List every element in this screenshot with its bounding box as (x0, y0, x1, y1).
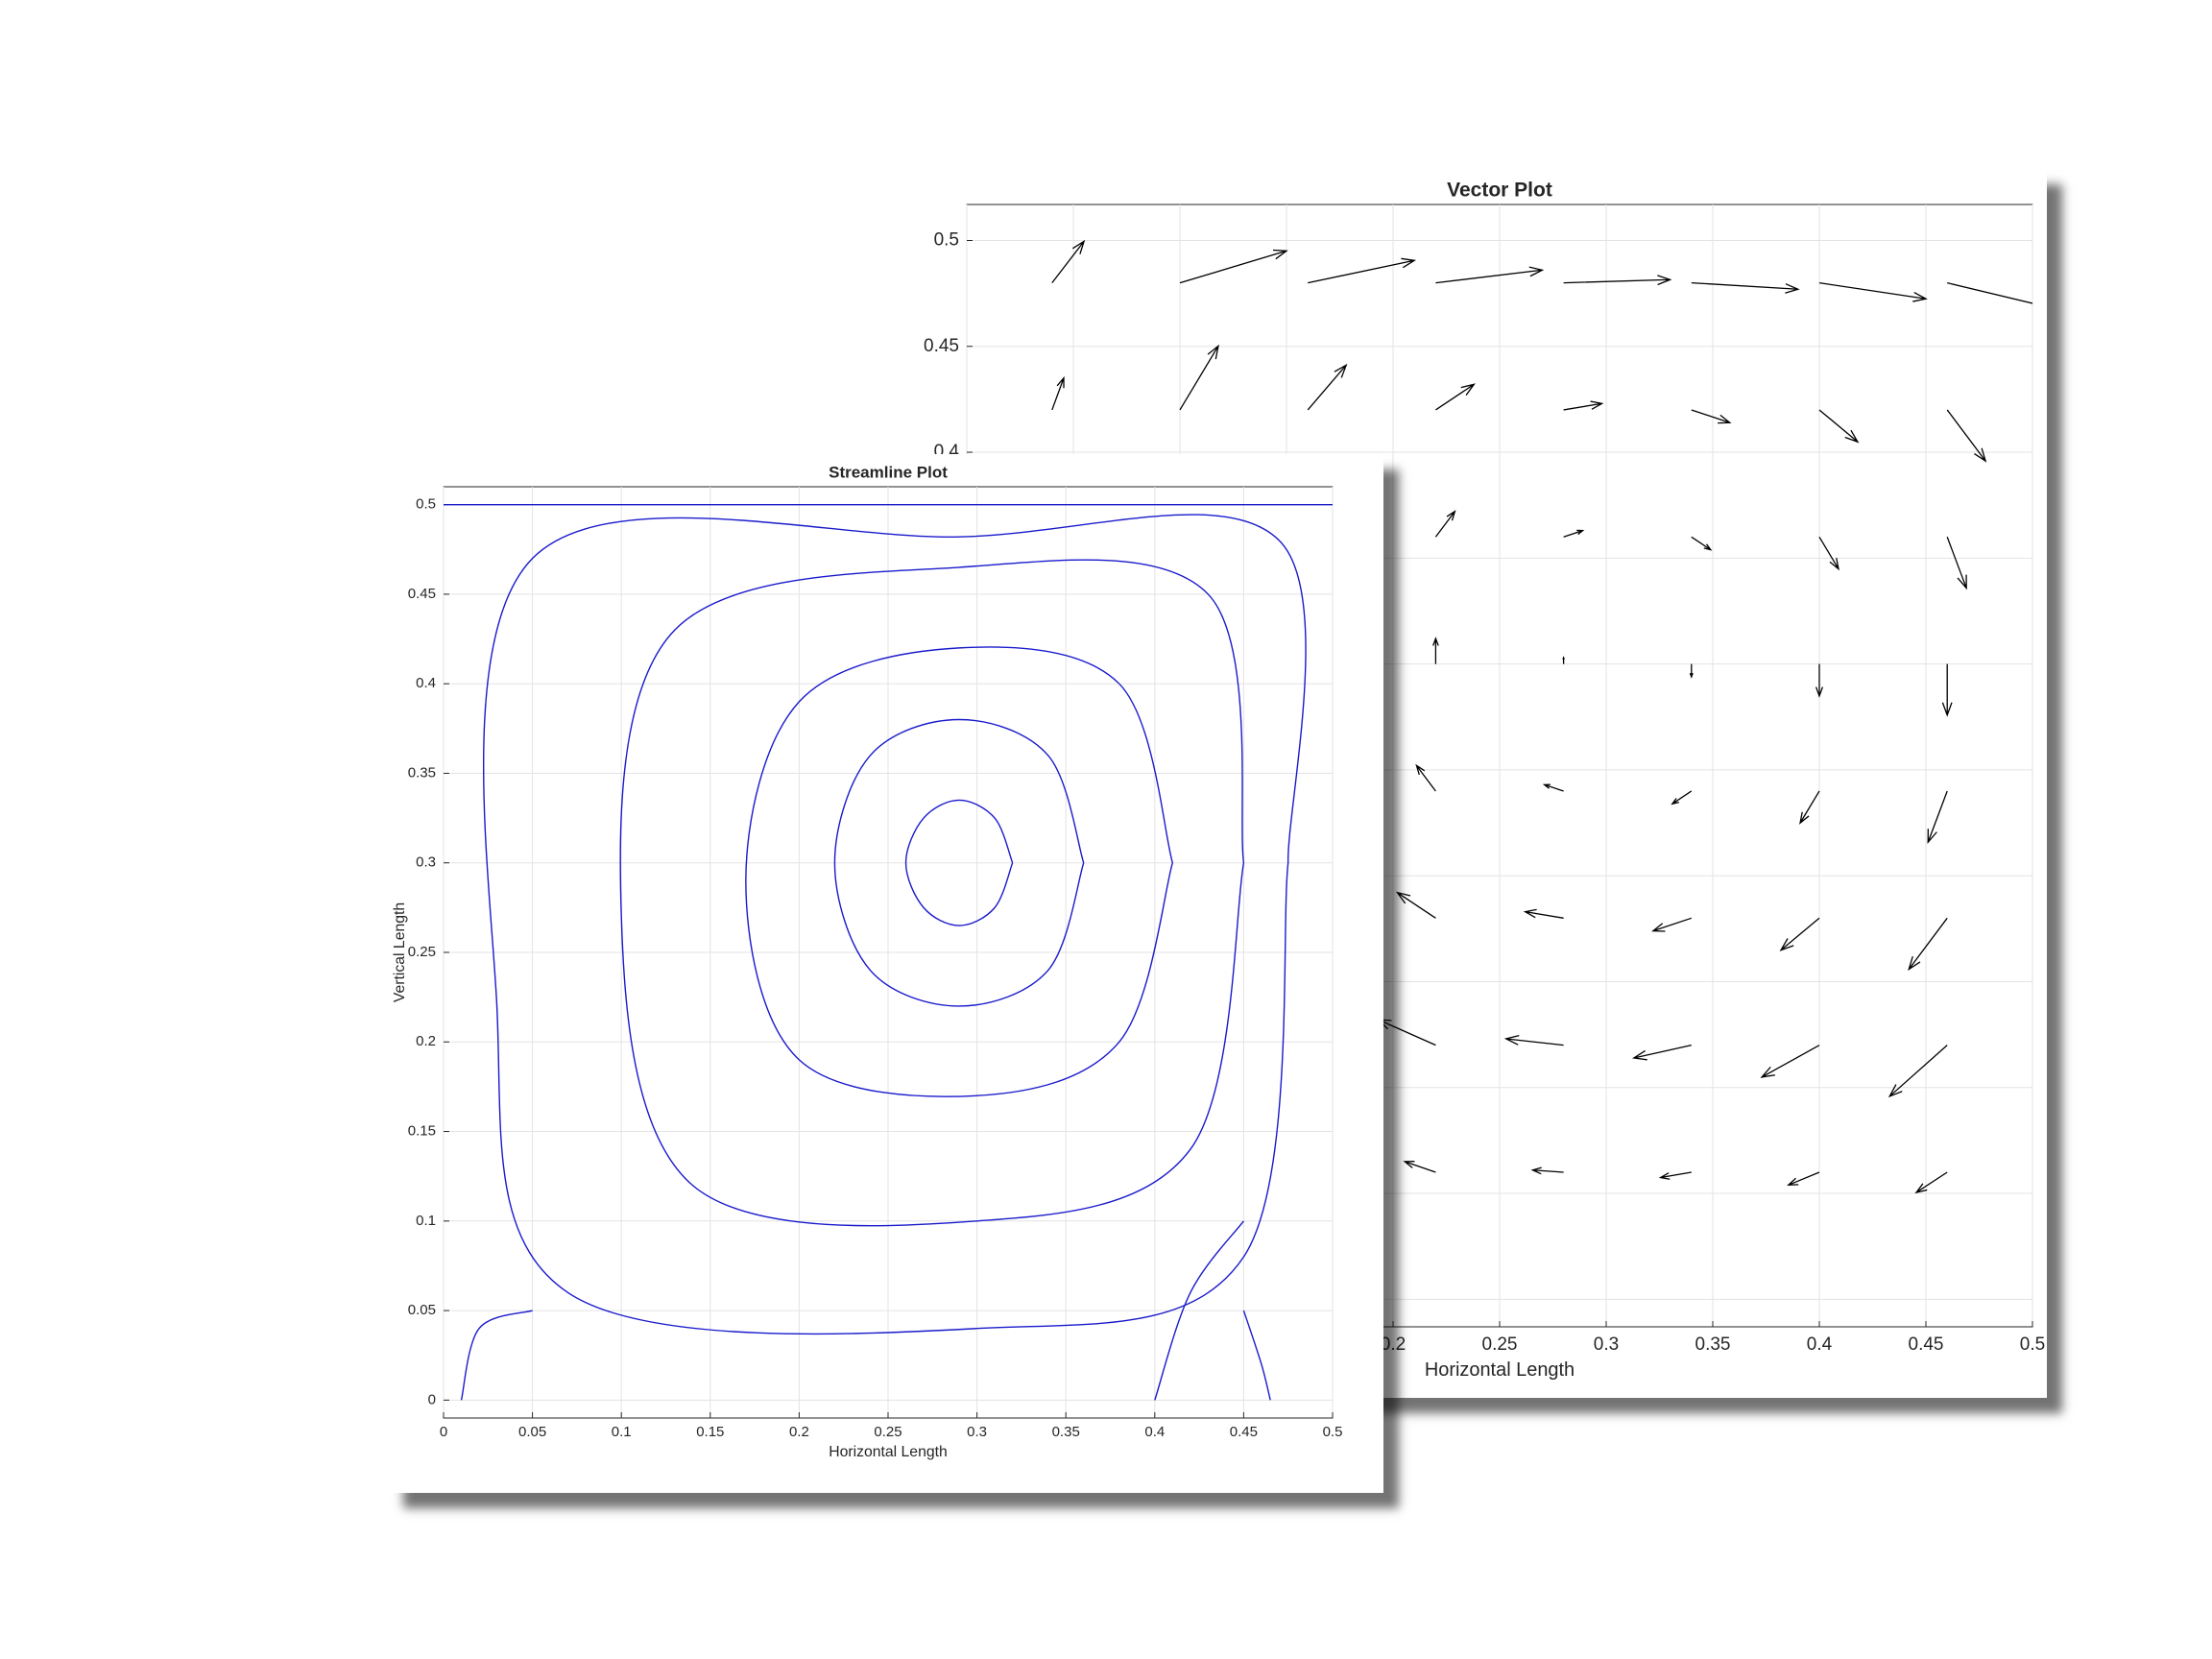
vector-arrow (1051, 375, 1065, 411)
vector-arrow (1432, 637, 1439, 664)
vector-arrow (1563, 400, 1604, 411)
y-tick-label: 0.2 (416, 1033, 436, 1049)
vector-arrow (1815, 663, 1824, 698)
x-tick-label: 0.2 (1381, 1334, 1406, 1355)
vector-arrow (1415, 763, 1436, 792)
vector-arrow (1435, 383, 1476, 411)
vector-arrow (1051, 239, 1086, 284)
x-tick-label: 0.45 (1230, 1424, 1258, 1440)
x-tick-label: 0.15 (696, 1424, 724, 1440)
vector-arrow (1671, 790, 1693, 805)
vector-arrow (1691, 281, 1800, 294)
streamline (460, 1310, 533, 1401)
x-tick-label: 0.3 (967, 1424, 987, 1440)
vector-arrow (1395, 891, 1436, 919)
vector-arrow (1691, 409, 1732, 424)
y-tick-label: 0.05 (408, 1302, 436, 1318)
vector-arrow (1947, 281, 2032, 304)
vector-arrow (1651, 917, 1693, 932)
vector-arrow (1179, 344, 1219, 411)
vector-arrow (1914, 1171, 1948, 1194)
streamline (483, 514, 1307, 1335)
y-tick-label: 0.4 (416, 675, 436, 691)
plot-marks (444, 503, 1333, 1401)
x-axis-label: Horizontal Length (829, 1444, 947, 1460)
vector-arrow (1658, 1171, 1692, 1180)
x-tick-label: 0.25 (1482, 1334, 1518, 1355)
streamline-panel: 0 0.05 0.1 0.15 0.2 0.25 0.3 0.35 0.4 0.45 0.5 0 0.0… (388, 454, 1383, 1493)
vector-arrow (1908, 917, 1948, 972)
vector-arrow (1530, 1166, 1564, 1175)
chart-title: Streamline Plot (829, 463, 948, 481)
y-tick-label: 0.45 (408, 586, 436, 602)
vector-arrow (1523, 908, 1564, 919)
vector-arrow (1779, 917, 1820, 951)
x-tick-label: 0.5 (2020, 1334, 2045, 1355)
vector-arrow (1179, 249, 1288, 284)
vector-arrow (1503, 1035, 1564, 1046)
y-tick-label: 0.15 (408, 1123, 436, 1140)
x-tick-label: 0.4 (1144, 1424, 1165, 1440)
x-tick-label: 0.35 (1695, 1334, 1731, 1355)
vector-arrow (1435, 266, 1545, 284)
vector-arrow (1563, 529, 1585, 538)
y-tick-label: 0.35 (408, 764, 436, 781)
streamline (833, 718, 1085, 1007)
x-tick-label: 0.45 (1909, 1334, 1944, 1355)
vector-arrow (1941, 663, 1953, 717)
vector-arrow (1927, 790, 1948, 845)
x-tick-label: 0.4 (1807, 1334, 1833, 1355)
streamline (1242, 1310, 1271, 1401)
x-tick-label: 0.1 (612, 1424, 632, 1440)
vector-arrow (1563, 275, 1672, 286)
x-tick-label: 0.35 (1052, 1424, 1080, 1440)
vector-arrow (1542, 783, 1564, 792)
vector-arrow (1887, 1045, 1948, 1098)
vector-arrow (1946, 537, 1967, 590)
y-tick-label: 0.3 (416, 854, 436, 871)
streamline (619, 559, 1245, 1227)
vector-arrow (1818, 536, 1839, 571)
y-tick-label: 0.25 (408, 944, 436, 960)
vector-arrow (1760, 1045, 1820, 1078)
vector-arrow (1308, 257, 1417, 284)
y-tick-label: 0.1 (416, 1213, 436, 1229)
x-tick-label: 0 (440, 1424, 447, 1440)
streamline (745, 646, 1173, 1097)
vector-arrow (1632, 1045, 1692, 1061)
streamline-chart: 0 0.05 0.1 0.15 0.2 0.25 0.3 0.35 0.4 0.45 0.5 0 0.0… (392, 463, 1343, 1460)
vector-arrow (1562, 656, 1565, 664)
y-axis-label: Vertical Length (392, 902, 408, 1002)
streamline (1154, 1220, 1244, 1401)
chart-title: Vector Plot (1447, 180, 1552, 202)
y-tick-label: 0.5 (934, 230, 959, 251)
vector-arrow (1799, 790, 1820, 825)
x-tick-label: 0.2 (789, 1424, 809, 1440)
vector-arrow (1818, 409, 1860, 444)
vector-arrow (1403, 1161, 1436, 1173)
x-tick-label: 0.3 (1594, 1334, 1619, 1355)
x-tick-label: 0.05 (518, 1424, 546, 1440)
y-tick-label: 0 (428, 1391, 436, 1407)
vector-arrow (1946, 409, 1987, 463)
x-tick-label: 0.5 (1323, 1424, 1343, 1440)
y-tick-label: 0.45 (924, 336, 959, 356)
vector-arrow (1689, 663, 1694, 679)
vector-arrow (1434, 510, 1456, 538)
streamline (904, 799, 1014, 926)
y-tick-label: 0.5 (416, 496, 436, 513)
vector-arrow (1691, 536, 1713, 551)
x-tick-label: 0.25 (874, 1424, 902, 1440)
vector-arrow (1307, 363, 1348, 411)
vector-arrow (1818, 281, 1928, 302)
x-axis-label: Horizontal Length (1425, 1359, 1575, 1381)
vector-arrow (1787, 1171, 1820, 1187)
